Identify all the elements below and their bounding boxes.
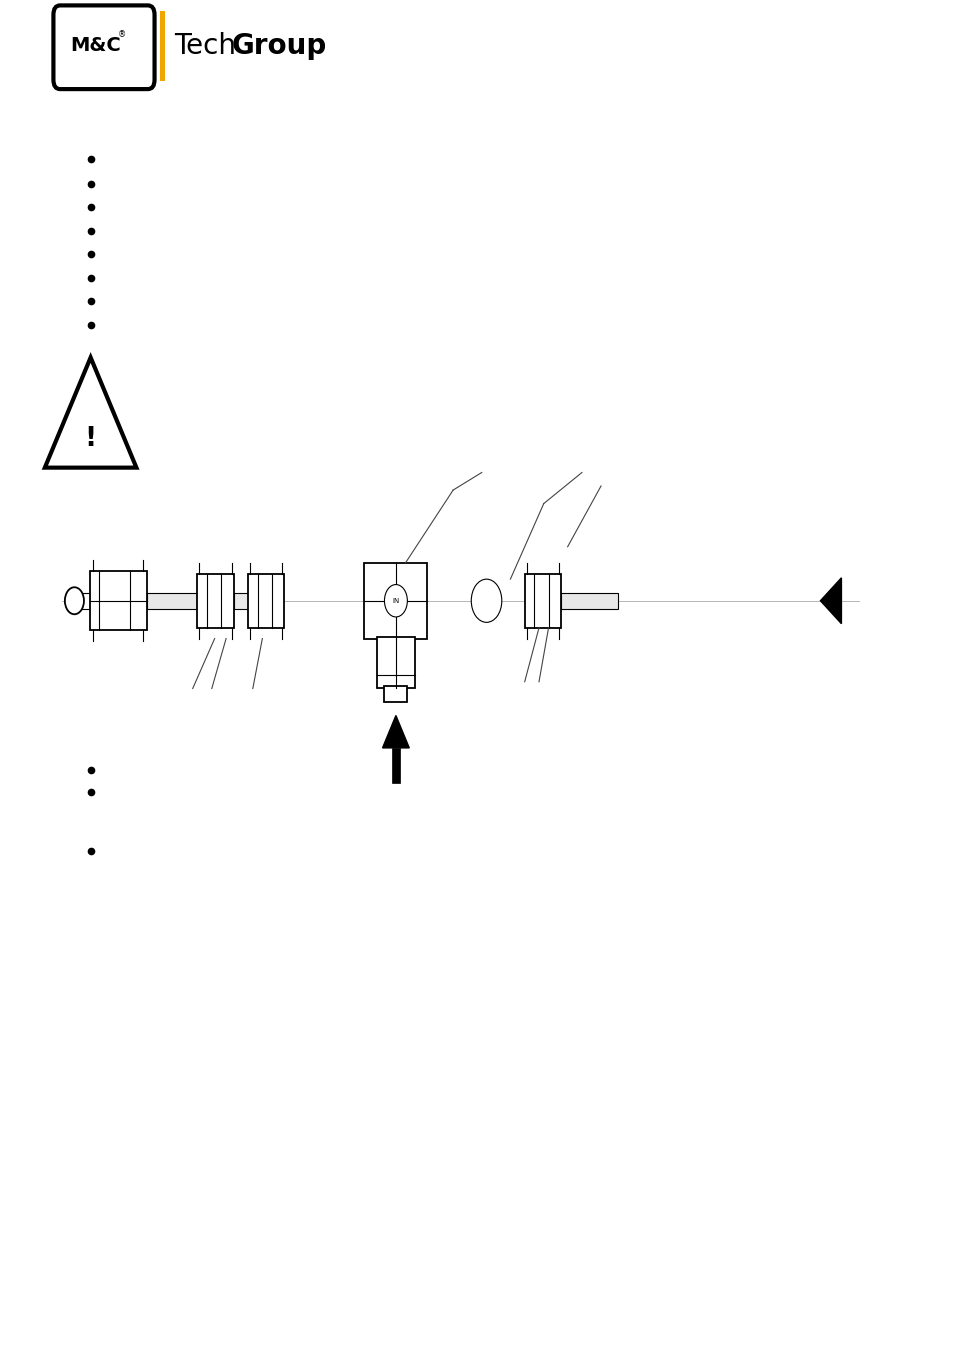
Text: ®: ® [118,31,126,39]
Bar [560,593,618,609]
Bar [160,11,165,81]
Text: !: ! [85,425,96,452]
Bar [90,571,147,630]
Bar [376,637,415,688]
Bar [524,574,560,628]
Bar [392,748,399,783]
Bar [147,593,199,609]
Text: Group: Group [232,32,327,59]
Bar [197,574,233,628]
Polygon shape [45,358,136,467]
Bar [75,593,92,609]
Text: IN: IN [392,598,399,603]
Circle shape [65,587,84,614]
FancyBboxPatch shape [53,5,154,89]
Text: Tech: Tech [174,32,236,59]
Bar [233,593,250,609]
Circle shape [384,585,407,617]
Circle shape [471,579,501,622]
Bar [384,686,407,702]
Bar [248,574,284,628]
Polygon shape [382,716,409,748]
Text: M&C: M&C [70,36,121,55]
Bar [364,563,427,639]
Polygon shape [820,578,841,624]
